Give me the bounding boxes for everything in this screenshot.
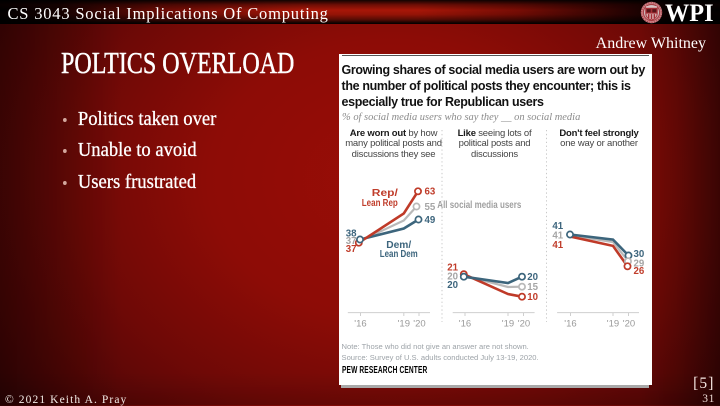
svg-text:37: 37: [345, 244, 356, 255]
svg-text:41: 41: [552, 221, 563, 232]
svg-text:Dem/: Dem/: [386, 240, 411, 251]
svg-text:55: 55: [424, 202, 435, 213]
svg-text:'20: '20: [517, 319, 529, 330]
svg-text:41: 41: [552, 240, 563, 251]
svg-text:10: 10: [527, 292, 538, 303]
svg-text:Lean Rep: Lean Rep: [361, 198, 397, 209]
svg-text:49: 49: [424, 215, 435, 226]
svg-text:'16: '16: [564, 319, 576, 330]
svg-text:All social media users: All social media users: [437, 200, 521, 211]
svg-text:15: 15: [527, 282, 538, 293]
svg-text:20: 20: [447, 280, 458, 291]
svg-text:37: 37: [345, 236, 356, 247]
svg-text:'16: '16: [458, 319, 470, 330]
svg-text:29: 29: [633, 259, 644, 270]
svg-text:Lean Dem: Lean Dem: [379, 249, 417, 260]
svg-text:'16: '16: [354, 319, 366, 330]
svg-text:26: 26: [633, 266, 644, 277]
svg-text:'20: '20: [622, 319, 634, 330]
svg-text:21: 21: [447, 263, 458, 274]
svg-text:'19: '19: [501, 319, 513, 330]
svg-text:63: 63: [424, 187, 435, 198]
svg-text:41: 41: [552, 230, 563, 241]
svg-text:Rep/: Rep/: [371, 188, 397, 199]
svg-text:20: 20: [447, 271, 458, 282]
svg-text:38: 38: [345, 228, 356, 239]
svg-text:'20: '20: [413, 319, 425, 330]
svg-text:20: 20: [527, 272, 538, 283]
svg-text:'19: '19: [606, 319, 618, 330]
svg-text:30: 30: [633, 249, 644, 260]
svg-text:'19: '19: [397, 319, 409, 330]
